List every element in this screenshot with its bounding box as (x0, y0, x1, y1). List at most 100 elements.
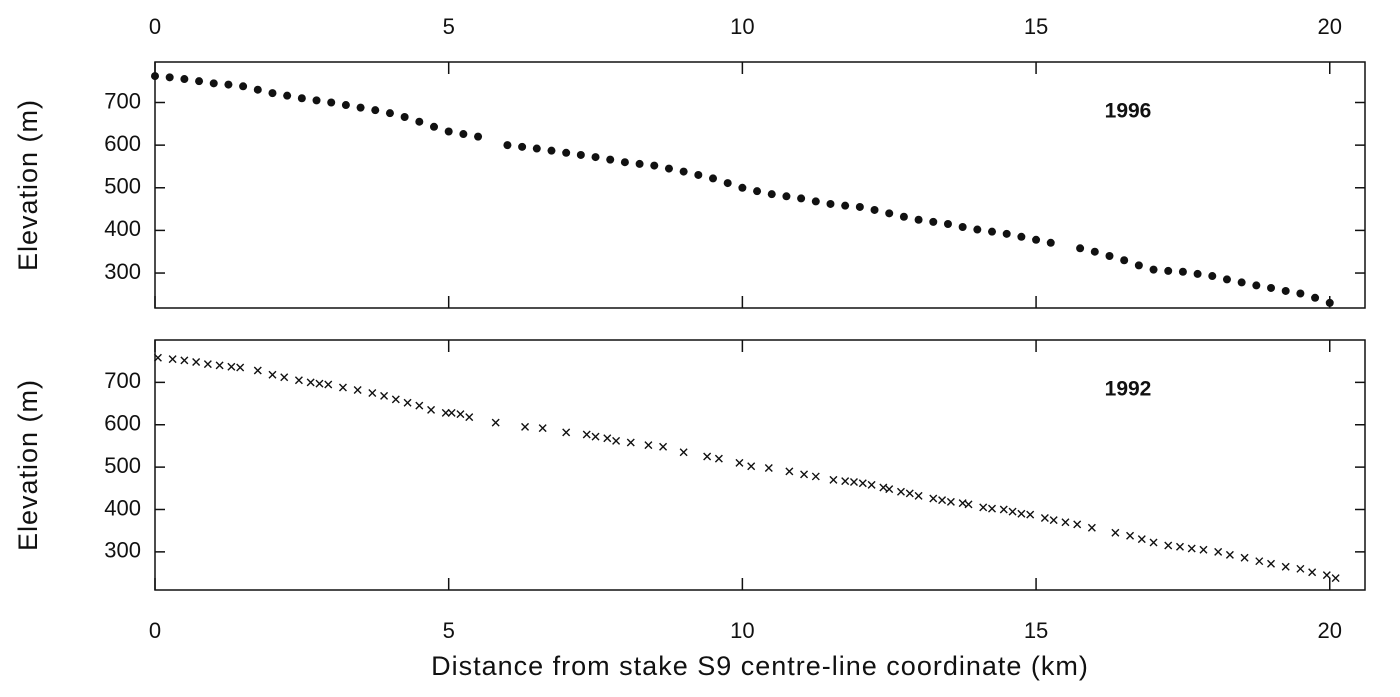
marker (324, 380, 333, 389)
marker (427, 405, 436, 414)
marker (664, 164, 673, 173)
marker (165, 73, 174, 82)
marker (1281, 562, 1290, 571)
marker (1126, 531, 1135, 540)
marker (338, 383, 347, 392)
marker (521, 422, 530, 431)
y-tick-label: 400 (104, 495, 141, 520)
marker (415, 401, 424, 410)
marker (811, 472, 820, 481)
panel-label: 1992 (1105, 378, 1152, 401)
marker (973, 225, 982, 234)
marker (1087, 523, 1096, 532)
marker (209, 79, 218, 88)
marker (195, 77, 204, 86)
marker (215, 361, 224, 370)
y-tick-label: 600 (104, 411, 141, 436)
marker (268, 370, 277, 379)
marker (1296, 289, 1305, 298)
panel-label: 1996 (1105, 100, 1152, 123)
marker (1076, 244, 1085, 253)
marker (1175, 542, 1184, 551)
marker (896, 487, 905, 496)
marker (1296, 564, 1305, 573)
marker (224, 80, 233, 89)
marker (841, 477, 850, 486)
marker (582, 430, 591, 439)
marker (562, 428, 571, 437)
y-tick-label: 400 (104, 216, 141, 241)
y-tick-label: 300 (104, 259, 141, 284)
marker (1017, 509, 1026, 518)
marker (929, 217, 938, 226)
x-tick-label: 10 (730, 14, 754, 39)
marker (1046, 238, 1055, 247)
marker (929, 494, 938, 503)
x-tick-label: 20 (1318, 618, 1342, 643)
x-tick-label: 10 (730, 618, 754, 643)
x-tick-label: 0 (149, 618, 161, 643)
marker (620, 158, 629, 167)
marker (1026, 510, 1035, 519)
marker (723, 179, 732, 188)
marker (203, 360, 212, 369)
marker (532, 144, 541, 153)
marker (644, 441, 653, 450)
marker (441, 408, 450, 417)
marker (999, 505, 1008, 514)
marker (679, 448, 688, 457)
marker (503, 141, 512, 150)
marker (1222, 275, 1231, 284)
marker (943, 220, 952, 229)
marker (1008, 507, 1017, 516)
marker (415, 117, 424, 126)
marker (747, 462, 756, 471)
marker (1308, 568, 1317, 577)
marker (227, 362, 236, 371)
marker (946, 497, 955, 506)
marker (341, 101, 350, 110)
marker (327, 98, 336, 107)
y-tick-label: 700 (104, 88, 141, 113)
marker (1061, 518, 1070, 527)
marker (782, 192, 791, 201)
marker (1111, 528, 1120, 537)
marker (151, 72, 159, 81)
marker (180, 75, 189, 84)
marker (735, 458, 744, 467)
marker (353, 386, 362, 394)
marker (168, 355, 177, 364)
marker (297, 94, 306, 103)
marker (456, 410, 465, 419)
marker (1311, 293, 1320, 302)
marker (239, 82, 248, 91)
marker (797, 194, 806, 203)
marker (538, 424, 547, 433)
marker (738, 183, 747, 192)
marker (659, 442, 668, 451)
y-tick-label: 300 (104, 538, 141, 563)
marker (1178, 267, 1187, 276)
marker (591, 432, 600, 441)
marker (635, 159, 644, 168)
marker (1105, 251, 1114, 260)
marker (253, 85, 262, 94)
marker (1090, 247, 1099, 256)
marker (709, 174, 718, 183)
marker (591, 153, 600, 162)
marker (626, 438, 635, 447)
marker (380, 391, 389, 400)
marker (800, 470, 809, 479)
marker (867, 480, 876, 489)
marker (576, 150, 585, 159)
marker (855, 202, 864, 211)
marker (905, 489, 914, 498)
marker (785, 467, 794, 476)
marker (849, 477, 858, 486)
marker (988, 504, 997, 513)
marker (811, 197, 820, 206)
y-tick-label: 500 (104, 453, 141, 478)
x-tick-label: 15 (1024, 14, 1048, 39)
marker (1225, 550, 1234, 559)
marker (236, 363, 245, 372)
